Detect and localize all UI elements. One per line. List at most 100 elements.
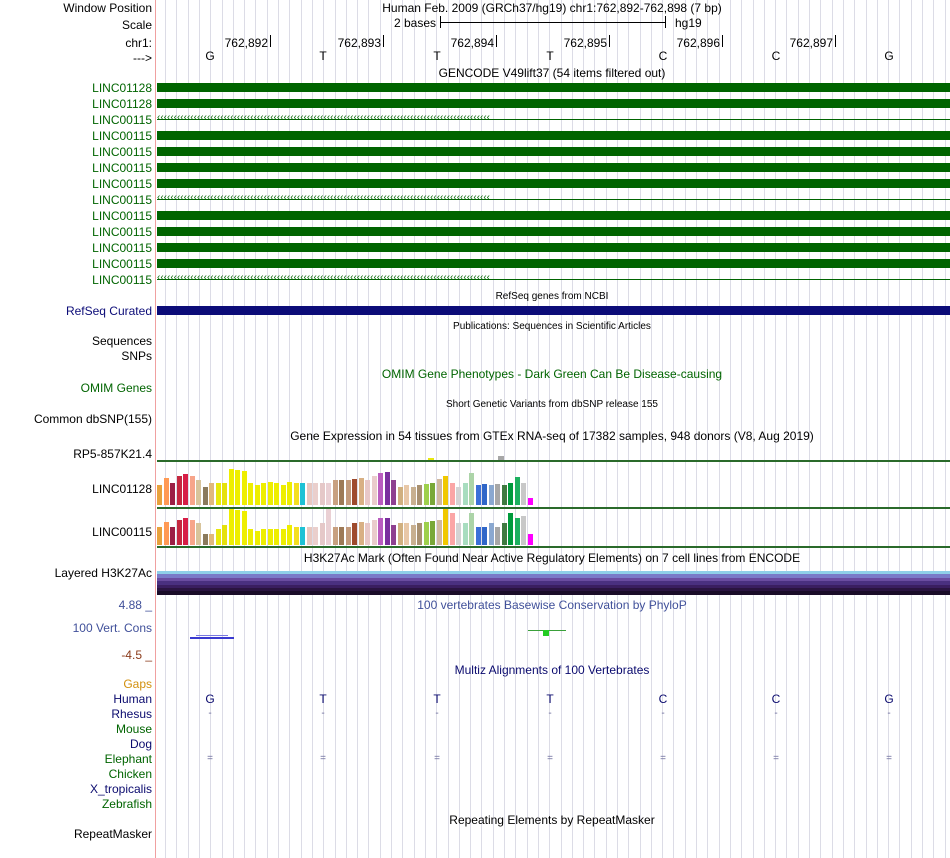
gtex-tissue-bar: [352, 523, 357, 545]
gtex-tissue-bar: [287, 482, 292, 505]
gtex-tissue-bar: [449, 483, 455, 505]
refseq-gene-bar[interactable]: [157, 306, 950, 315]
gtex-gene-label-rp5[interactable]: RP5-857K21.4: [73, 447, 152, 461]
snps-label[interactable]: SNPs: [121, 349, 152, 363]
refseq-label[interactable]: RefSeq Curated: [65, 304, 152, 318]
gencode-transcript-bar[interactable]: [157, 99, 950, 108]
gtex-tissue-bar: [378, 473, 383, 505]
publications-track-title[interactable]: Publications: Sequences in Scientific Ar…: [453, 321, 651, 332]
repeatmasker-track-title[interactable]: Repeating Elements by RepeatMasker: [449, 813, 655, 827]
h3k27ac-label[interactable]: Layered H3K27Ac: [54, 566, 152, 580]
repeatmasker-label[interactable]: RepeatMasker: [73, 827, 152, 841]
gencode-transcript-bar[interactable]: [157, 83, 950, 92]
species-label[interactable]: Mouse: [115, 722, 152, 736]
gencode-item-label[interactable]: LINC00115: [92, 113, 152, 127]
omim-label[interactable]: OMIM Genes: [80, 381, 152, 395]
gtex-tissue-bar: [196, 523, 201, 545]
gtex-tissue-bar: [469, 473, 474, 505]
species-label[interactable]: X_tropicalis: [89, 782, 152, 796]
gencode-item-label[interactable]: LINC00115: [92, 225, 152, 239]
gencode-item-label[interactable]: LINC00115: [92, 161, 152, 175]
species-label[interactable]: Rhesus: [111, 707, 152, 721]
species-label[interactable]: Chicken: [108, 767, 152, 781]
conservation-track-title[interactable]: 100 vertebrates Basewise Conservation by…: [417, 598, 687, 612]
grid-line: [933, 0, 934, 858]
gencode-intron-line[interactable]: ‹‹‹‹‹‹‹‹‹‹‹‹‹‹‹‹‹‹‹‹‹‹‹‹‹‹‹‹‹‹‹‹‹‹‹‹‹‹‹‹…: [157, 272, 950, 284]
gtex-tissue-bar: [222, 483, 227, 505]
multiz-track-title[interactable]: Multiz Alignments of 100 Vertebrates: [454, 663, 650, 677]
alignment-base: -: [321, 708, 325, 719]
gtex-tissue-bar: [397, 523, 403, 545]
grid-line: [391, 0, 392, 858]
species-label[interactable]: Zebrafish: [101, 797, 152, 811]
species-label[interactable]: Elephant: [104, 752, 152, 766]
gencode-transcript-bar[interactable]: [157, 211, 950, 220]
gencode-transcript-bar[interactable]: [157, 227, 950, 236]
gencode-intron-line[interactable]: ‹‹‹‹‹‹‹‹‹‹‹‹‹‹‹‹‹‹‹‹‹‹‹‹‹‹‹‹‹‹‹‹‹‹‹‹‹‹‹‹…: [157, 112, 950, 124]
alignment-base: -: [774, 708, 778, 719]
gencode-item-label[interactable]: LINC00115: [92, 177, 152, 191]
gtex-tissue-bar: [410, 487, 416, 505]
conservation-label[interactable]: 100 Vert. Cons: [72, 621, 152, 635]
gencode-item-label[interactable]: LINC00115: [92, 241, 152, 255]
gtex-gene-label-linc01128[interactable]: LINC01128: [92, 482, 152, 496]
gencode-item-label[interactable]: LINC00115: [92, 129, 152, 143]
grid-line: [538, 0, 539, 858]
grid-line: [798, 0, 799, 858]
gencode-transcript-bar[interactable]: [157, 163, 950, 172]
refseq-track-title[interactable]: RefSeq genes from NCBI: [495, 291, 609, 302]
grid-line: [244, 0, 245, 858]
alignment-base: -: [548, 708, 552, 719]
gencode-transcript-bar[interactable]: [157, 131, 950, 140]
gtex-tissue-bar: [358, 478, 364, 505]
gencode-intron-line[interactable]: ‹‹‹‹‹‹‹‹‹‹‹‹‹‹‹‹‹‹‹‹‹‹‹‹‹‹‹‹‹‹‹‹‹‹‹‹‹‹‹‹…: [157, 192, 950, 204]
gtex-track-title[interactable]: Gene Expression in 54 tissues from GTEx …: [290, 429, 814, 443]
grid-line: [583, 0, 584, 858]
gencode-item-label[interactable]: LINC00115: [92, 257, 152, 271]
alignment-base: =: [773, 753, 779, 764]
gencode-transcript-bar[interactable]: [157, 179, 950, 188]
gencode-item-label[interactable]: LINC00115: [92, 193, 152, 207]
grid-line: [764, 0, 765, 858]
gencode-transcript-bar[interactable]: [157, 259, 950, 268]
grid-line: [504, 0, 505, 858]
sequences-label[interactable]: Sequences: [91, 334, 152, 348]
grid-line: [481, 0, 482, 858]
alignment-base: G: [884, 692, 894, 706]
grid-line: [199, 0, 200, 858]
gencode-item-label[interactable]: LINC00115: [92, 273, 152, 287]
gtex-tissue-bar: [352, 479, 357, 505]
omim-track-title[interactable]: OMIM Gene Phenotypes - Dark Green Can Be…: [381, 367, 723, 381]
gencode-item-label[interactable]: LINC01128: [92, 97, 152, 111]
base-letter: T: [433, 49, 441, 63]
intron-arrow-glyphs: ‹‹‹‹‹‹‹‹‹‹‹‹‹‹‹‹‹‹‹‹‹‹‹‹‹‹‹‹‹‹‹‹‹‹‹‹‹‹‹‹…: [157, 112, 491, 123]
gtex-tissue-bar: [495, 527, 500, 545]
gtex-tissue-bar: [306, 527, 312, 545]
species-label[interactable]: Human: [113, 692, 152, 706]
gtex-tissue-bar: [183, 518, 188, 545]
dbsnp-track-title[interactable]: Short Genetic Variants from dbSNP releas…: [446, 399, 658, 410]
gencode-transcript-bar[interactable]: [157, 147, 950, 156]
grid-line: [301, 0, 302, 858]
gencode-item-label[interactable]: LINC01128: [92, 81, 152, 95]
gtex-tissue-bar: [449, 513, 455, 545]
gtex-tissue-bar: [170, 527, 175, 545]
gtex-tissue-bar: [222, 525, 227, 545]
gtex-tissue-bar: [488, 523, 494, 545]
gencode-transcript-bar[interactable]: [157, 243, 950, 252]
gtex-gene-label-linc00115[interactable]: LINC00115: [92, 525, 152, 539]
species-label[interactable]: Dog: [129, 737, 152, 751]
dbsnp-label[interactable]: Common dbSNP(155): [33, 412, 152, 426]
grid-line: [515, 0, 516, 858]
gtex-tissue-bar: [456, 487, 461, 505]
h3k27ac-track-title[interactable]: H3K27Ac Mark (Often Found Near Active Re…: [303, 551, 801, 565]
gaps-label[interactable]: Gaps: [123, 677, 152, 691]
gencode-track-title[interactable]: GENCODE V49lift37 (54 items filtered out…: [438, 66, 666, 80]
h3k27ac-layer: [157, 591, 950, 596]
grid-line: [786, 0, 787, 858]
gencode-item-label[interactable]: LINC00115: [92, 209, 152, 223]
gtex-tissue-bar: [215, 483, 221, 505]
gtex-tissue-bar: [170, 483, 175, 505]
gencode-item-label[interactable]: LINC00115: [92, 145, 152, 159]
